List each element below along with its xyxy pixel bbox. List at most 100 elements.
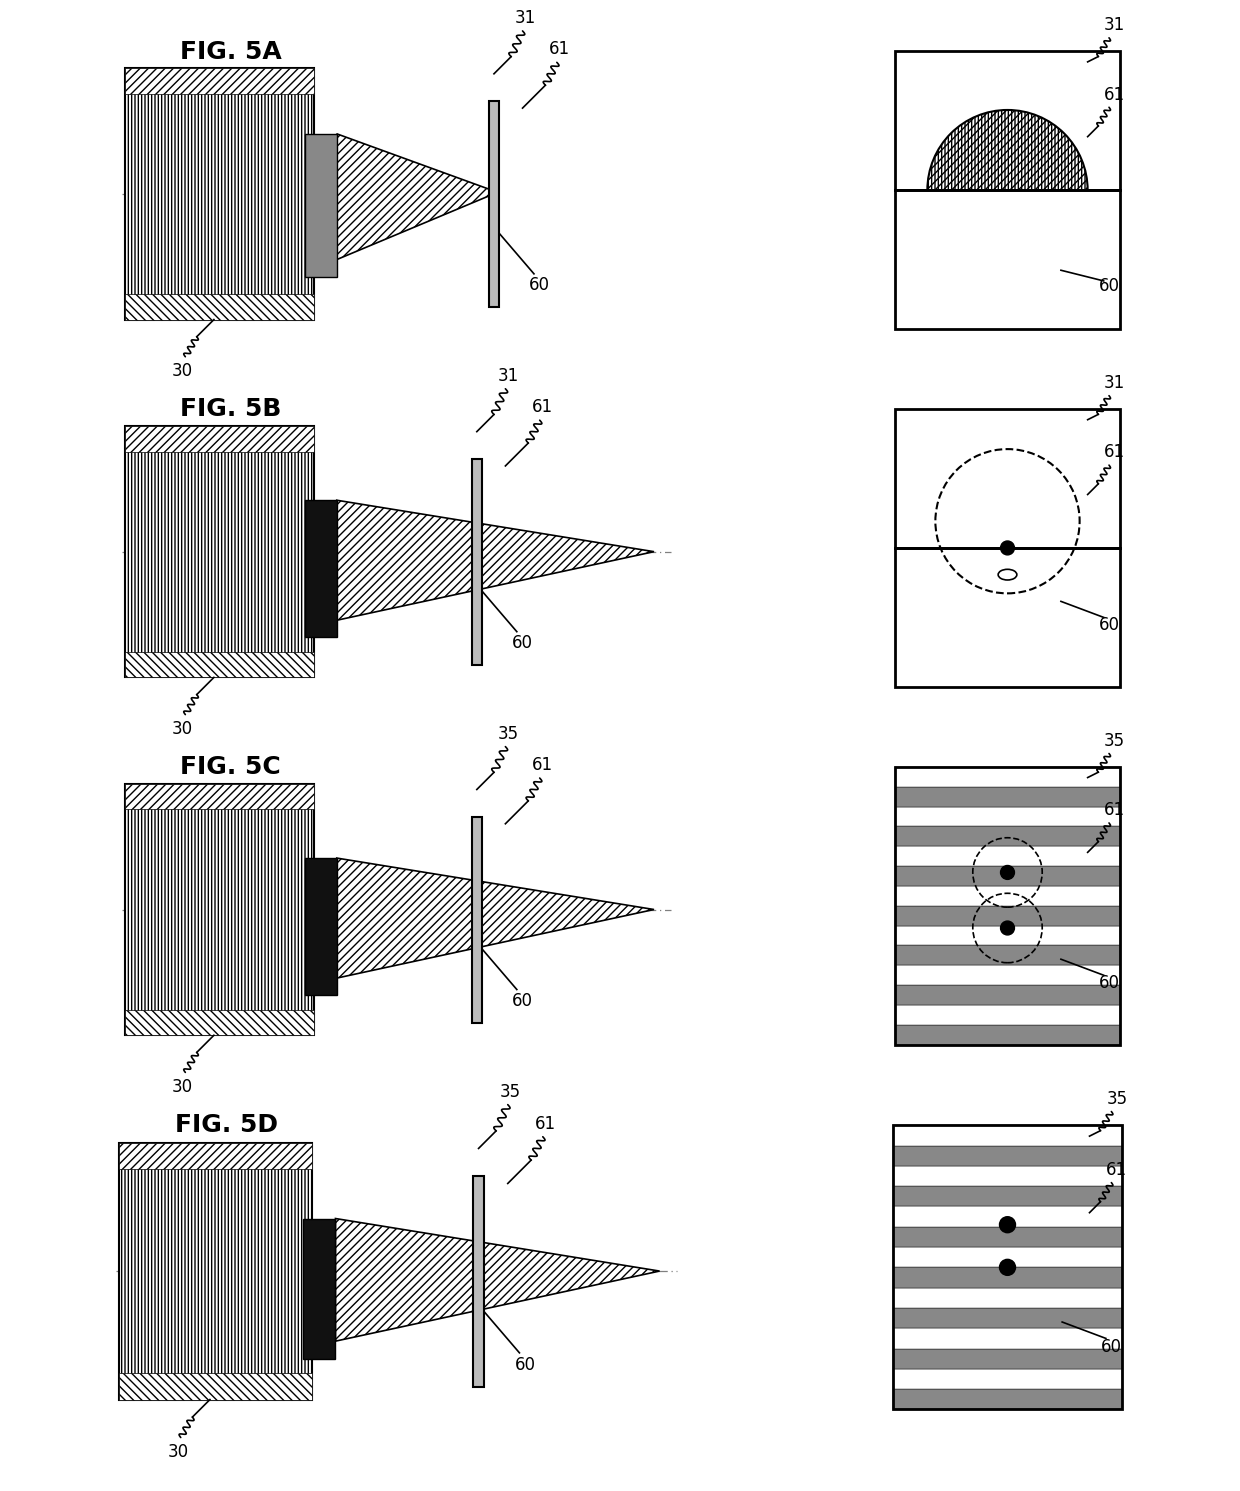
Bar <box>893 1166 1122 1187</box>
Bar <box>895 886 1120 907</box>
Wedge shape <box>928 110 1087 189</box>
Bar <box>489 101 500 307</box>
Bar <box>893 1187 1122 1206</box>
Text: FIG. 5C: FIG. 5C <box>180 754 280 780</box>
Bar <box>893 1288 1122 1308</box>
Text: FIG. 5A: FIG. 5A <box>180 40 281 64</box>
Text: 60: 60 <box>1099 277 1120 295</box>
Bar <box>125 1009 314 1035</box>
Bar <box>119 1142 312 1169</box>
Bar <box>893 1126 1122 1145</box>
Bar <box>895 787 1120 807</box>
Bar <box>893 1145 1122 1166</box>
Bar <box>125 784 314 810</box>
Bar <box>893 1308 1122 1328</box>
Bar <box>895 866 1120 886</box>
Bar <box>125 294 314 319</box>
Bar <box>895 945 1120 965</box>
Bar <box>893 1126 1122 1409</box>
Bar <box>893 1369 1122 1390</box>
Bar <box>895 826 1120 847</box>
Text: 61: 61 <box>532 756 553 774</box>
Circle shape <box>1001 541 1014 555</box>
Text: 35: 35 <box>1106 1090 1127 1108</box>
Text: 61: 61 <box>1104 801 1125 819</box>
Bar <box>125 426 314 452</box>
Circle shape <box>1001 865 1014 880</box>
Text: 61: 61 <box>549 40 570 58</box>
Text: 61: 61 <box>1106 1161 1127 1179</box>
Text: 60: 60 <box>1099 616 1120 634</box>
Text: 30: 30 <box>172 720 193 738</box>
Text: 35: 35 <box>1104 732 1125 750</box>
Text: 61: 61 <box>536 1115 557 1133</box>
Bar <box>125 784 314 1035</box>
Bar <box>895 847 1120 866</box>
Bar <box>119 1142 312 1400</box>
Bar <box>125 69 314 94</box>
Text: 35: 35 <box>497 725 518 743</box>
Bar <box>895 51 1120 189</box>
Circle shape <box>999 1260 1016 1275</box>
Ellipse shape <box>998 570 1017 580</box>
Bar <box>305 134 337 277</box>
Text: 31: 31 <box>497 367 518 385</box>
Text: 61: 61 <box>532 398 553 416</box>
Bar <box>125 69 314 319</box>
Bar <box>895 965 1120 986</box>
Bar <box>895 1024 1120 1045</box>
Bar <box>305 499 337 638</box>
Text: 30: 30 <box>167 1443 188 1461</box>
Bar <box>893 1390 1122 1409</box>
Bar <box>895 409 1120 549</box>
Text: 61: 61 <box>1104 85 1125 103</box>
Bar <box>304 1218 336 1358</box>
Text: 60: 60 <box>1099 974 1120 992</box>
Bar <box>119 1142 312 1400</box>
Bar <box>893 1227 1122 1246</box>
Text: 31: 31 <box>1104 374 1125 392</box>
Bar <box>471 459 482 665</box>
Text: 30: 30 <box>172 1078 193 1096</box>
Bar <box>119 1373 312 1400</box>
Bar <box>895 766 1120 1045</box>
Circle shape <box>999 1217 1016 1233</box>
Polygon shape <box>337 134 494 259</box>
Text: 60: 60 <box>1101 1337 1122 1355</box>
Text: 35: 35 <box>500 1082 521 1100</box>
Bar <box>893 1206 1122 1227</box>
Bar <box>895 926 1120 945</box>
Polygon shape <box>337 501 653 620</box>
Bar <box>893 1246 1122 1267</box>
Bar <box>125 69 314 319</box>
Bar <box>895 1005 1120 1024</box>
Bar <box>895 549 1120 687</box>
Text: 60: 60 <box>512 634 533 652</box>
Text: 61: 61 <box>1104 443 1125 461</box>
Bar <box>893 1267 1122 1288</box>
Text: FIG. 5B: FIG. 5B <box>180 397 281 422</box>
Bar <box>305 857 337 996</box>
Bar <box>895 766 1120 787</box>
Bar <box>895 807 1120 826</box>
Text: FIG. 5D: FIG. 5D <box>175 1114 278 1138</box>
Bar <box>125 426 314 677</box>
Text: 31: 31 <box>515 9 536 27</box>
Bar <box>893 1328 1122 1348</box>
Bar <box>895 905 1120 926</box>
Bar <box>895 986 1120 1005</box>
Polygon shape <box>337 857 653 978</box>
Bar <box>474 1176 484 1387</box>
Text: 30: 30 <box>172 362 193 380</box>
Text: 60: 60 <box>529 276 551 294</box>
Bar <box>125 652 314 677</box>
Bar <box>895 189 1120 330</box>
Bar <box>893 1348 1122 1369</box>
Bar <box>125 426 314 677</box>
Circle shape <box>1001 921 1014 935</box>
Bar <box>471 817 482 1023</box>
Text: 31: 31 <box>1104 16 1125 34</box>
Bar <box>125 784 314 1035</box>
Text: 60: 60 <box>515 1355 536 1373</box>
Text: 60: 60 <box>512 992 533 1009</box>
